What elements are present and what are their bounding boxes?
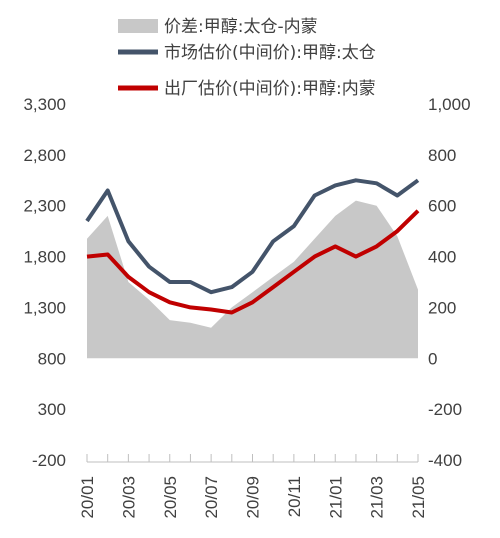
legend: 价差:甲醇:太仓-内蒙市场估价(中间价):甲醇:太仓出厂估价(中间价):甲醇:内… [118, 17, 376, 99]
y-right-tick-label: -200 [428, 400, 462, 419]
x-tick-label: 21/01 [326, 476, 345, 519]
legend-label: 出厂估价(中间价):甲醇:内蒙 [164, 79, 376, 99]
y-right-tick-label: 200 [428, 298, 456, 317]
y-left-tick-label: 800 [38, 349, 66, 368]
x-ticks: 20/01 20/03 20/05 20/07 20/09 20/11 21/01 21/03… [78, 454, 428, 519]
y-left-ticks: 3,300 2,800 2,300 1,800 1,300 800 300 -200 [23, 95, 66, 470]
area-layer [87, 200, 418, 359]
y-left-tick-label: 3,300 [23, 95, 66, 114]
x-tick-label: 21/03 [368, 476, 387, 519]
line-layer [85, 178, 420, 315]
x-tick-label: 20/01 [78, 476, 97, 519]
y-left-tick-label: 300 [38, 400, 66, 419]
y-left-tick-label: 2,300 [23, 197, 66, 216]
x-tick-label: 20/05 [161, 476, 180, 519]
x-tick-label: 20/09 [244, 476, 263, 519]
y-left-tick-label: 2,800 [23, 146, 66, 165]
y-right-tick-label: 600 [428, 197, 456, 216]
legend-label: 价差:甲醇:太仓-内蒙 [164, 17, 318, 37]
y-left-tick-label: 1,800 [23, 248, 66, 267]
legend-swatch-area [118, 19, 158, 33]
y-right-tick-label: 800 [428, 146, 456, 165]
x-tick-label: 21/05 [409, 476, 428, 519]
y-right-tick-label: -400 [428, 451, 462, 470]
y-right-tick-label: 400 [428, 248, 456, 267]
y-right-tick-label: 1,000 [428, 95, 471, 114]
y-right-tick-label: 0 [428, 349, 437, 368]
line-series-neimeng [86, 209, 420, 315]
x-tick-label: 20/11 [285, 476, 304, 517]
x-tick-label: 20/07 [202, 476, 221, 519]
legend-label: 市场估价(中间价):甲醇:太仓 [164, 43, 376, 63]
y-right-ticks: 1,000 800 600 400 200 0 -200 -400 [428, 95, 471, 470]
x-tick-label: 20/03 [119, 476, 138, 519]
y-left-tick-label: 1,300 [23, 298, 66, 317]
y-left-tick-label: -200 [32, 451, 66, 470]
line-series-taicang [85, 178, 420, 295]
area-series-spread [87, 200, 418, 359]
